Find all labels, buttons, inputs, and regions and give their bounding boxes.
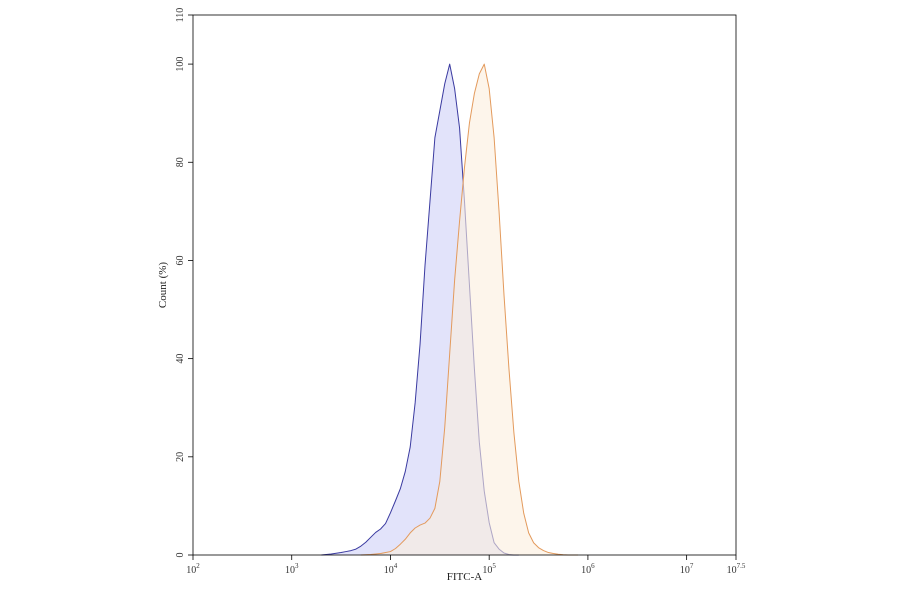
series-group <box>321 63 579 556</box>
plot-frame <box>192 14 737 556</box>
y-axis: 0 20 40 60 80 100 110 <box>175 8 193 558</box>
x-tick-label: 103 <box>285 562 299 576</box>
x-tick-label: 107 <box>680 562 694 576</box>
y-tick-label: 110 <box>175 8 186 23</box>
y-tick-label: 20 <box>175 452 186 462</box>
x-tick-label: 105 <box>482 562 496 576</box>
y-tick-label: 40 <box>175 354 186 364</box>
series-2-fill <box>360 64 579 555</box>
x-axis-title: FITC-A <box>447 571 483 583</box>
y-axis-title: Count (%) <box>157 262 169 308</box>
x-tick-label: 106 <box>581 562 595 576</box>
x-tick-label: 104 <box>384 562 398 576</box>
x-tick-label: 102 <box>186 562 200 576</box>
y-tick-label: 60 <box>175 255 186 265</box>
y-tick-label: 0 <box>175 553 186 558</box>
x-tick-label: 107.5 <box>727 562 746 576</box>
x-axis: 102 103 104 105 106 107 107.5 <box>186 555 746 576</box>
y-tick-label: 100 <box>175 57 186 72</box>
y-tick-label: 80 <box>175 157 186 167</box>
series-2-line <box>360 63 579 556</box>
